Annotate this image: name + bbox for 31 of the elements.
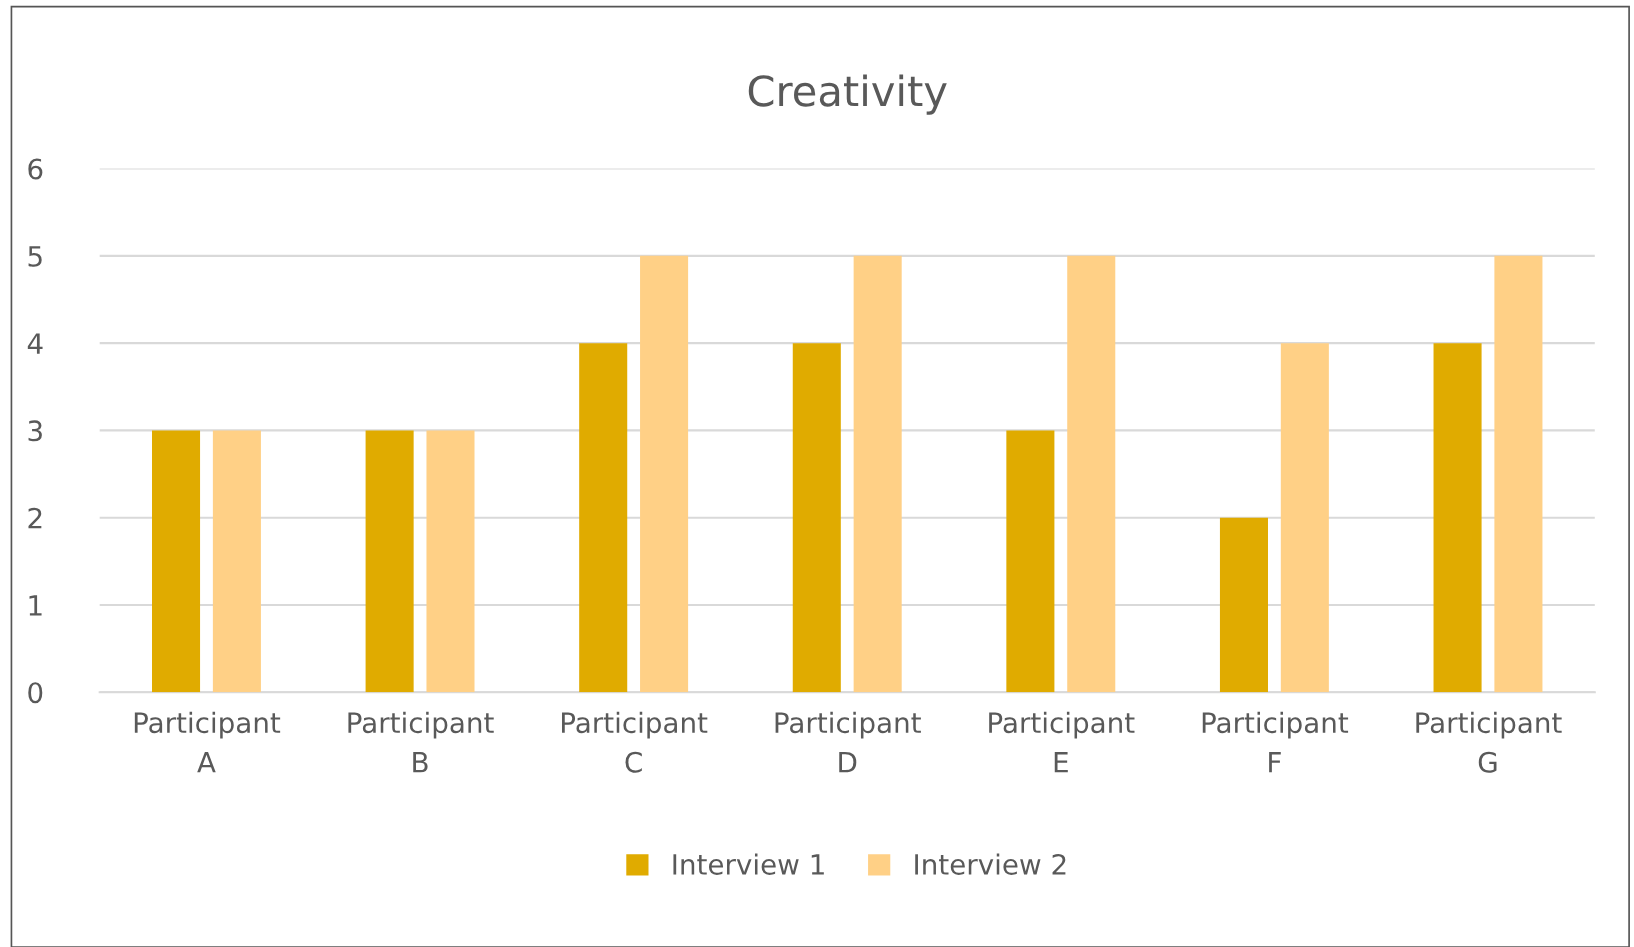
y-tick-label: 1 (29, 595, 42, 616)
y-tick-label: 5 (28, 246, 42, 267)
bar (853, 255, 902, 693)
x-tick-label: Participant D (775, 711, 921, 773)
bar (1494, 255, 1543, 693)
bar (152, 430, 201, 693)
y-tick-label: 0 (28, 682, 43, 704)
bar (365, 430, 414, 693)
x-tick-label: Participant E (989, 711, 1135, 773)
x-tick-label: Participant F (1202, 711, 1349, 773)
y-tick-label: 2 (28, 507, 42, 529)
bar (1280, 343, 1329, 693)
bar (212, 430, 261, 693)
x-tick-label: Participant B (348, 711, 494, 773)
legend-label: Interview 2 (915, 853, 1066, 875)
bar (426, 430, 475, 693)
bar (1067, 255, 1116, 693)
bar (1219, 517, 1268, 693)
bar (1433, 343, 1482, 693)
chart-title: Creativity (748, 74, 947, 115)
x-tick-label: Participant G (1416, 711, 1562, 773)
x-tick-label: Participant C (562, 711, 708, 773)
bar (792, 343, 841, 693)
y-tick-label: 6 (28, 158, 43, 180)
y-tick-label: 4 (27, 333, 43, 354)
bar (579, 343, 628, 693)
x-tick-label: Participant A (134, 711, 281, 773)
y-tick-label: 3 (28, 420, 42, 442)
bar (1006, 430, 1055, 693)
legend-label: Interview 1 (673, 853, 824, 875)
bar (640, 255, 689, 693)
